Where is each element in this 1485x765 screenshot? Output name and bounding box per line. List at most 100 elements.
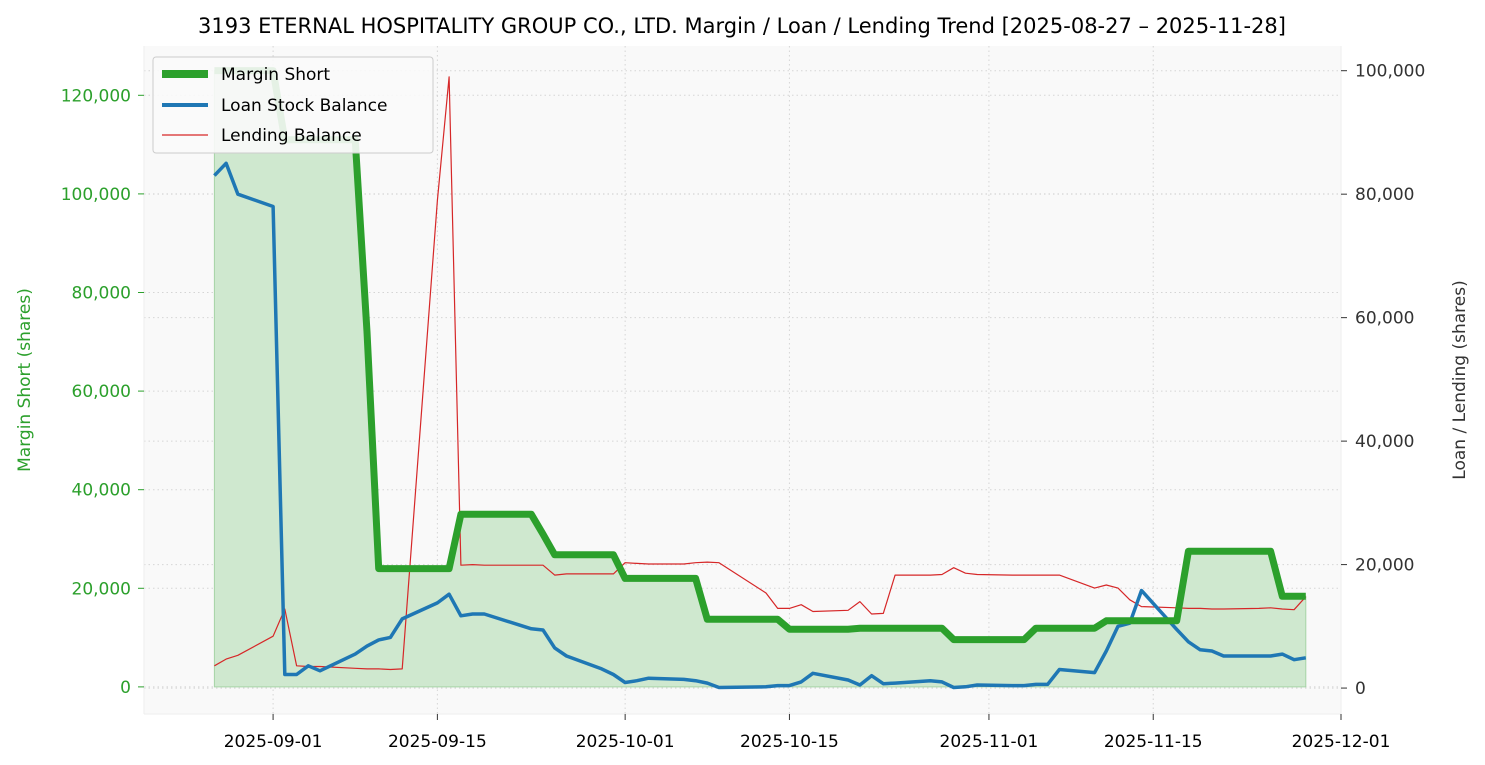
margin-short-point: [611, 553, 615, 557]
lending-balance-point: [1210, 607, 1214, 611]
margin-short-point: [1104, 619, 1108, 623]
margin-short-point: [377, 567, 381, 571]
lending-balance-point: [1280, 607, 1284, 611]
loan-stock-balance-point: [1304, 656, 1308, 660]
margin-short-point: [858, 626, 862, 630]
margin-short-point: [400, 567, 404, 571]
margin-short-point: [1292, 594, 1296, 598]
lending-balance-point: [400, 667, 404, 671]
lending-balance-point: [1292, 608, 1296, 612]
loan-stock-balance-point: [1116, 624, 1120, 628]
margin-short-point: [881, 626, 885, 630]
margin-short-point: [694, 576, 698, 580]
margin-short-point: [471, 512, 475, 516]
lending-balance-point: [1046, 573, 1050, 577]
margin-short-point: [705, 617, 709, 621]
x-tick-label: 2025-12-01: [1292, 732, 1391, 752]
x-tick-label: 2025-11-01: [940, 732, 1039, 752]
legend-box: [152, 56, 434, 154]
lending-balance-point: [553, 573, 557, 577]
lending-balance-point: [647, 562, 651, 566]
lending-balance-point: [600, 572, 604, 576]
margin-short-point: [1210, 549, 1214, 553]
lending-balance-point: [1186, 606, 1190, 610]
loan-stock-balance-point: [881, 682, 885, 686]
loan-stock-balance-point: [435, 601, 439, 605]
lending-balance-point: [717, 561, 721, 565]
x-tick-label: 2025-10-15: [740, 732, 839, 752]
margin-short-point: [682, 576, 686, 580]
y-left-tick-label: 20,000: [72, 579, 131, 599]
lending-balance-point: [858, 600, 862, 604]
lending-balance-point: [1116, 586, 1120, 590]
loan-stock-balance-point: [705, 681, 709, 685]
lending-balance-point: [881, 611, 885, 615]
loan-stock-balance-point: [1034, 682, 1038, 686]
lending-balance-point: [870, 612, 874, 616]
margin-short-point: [600, 553, 604, 557]
lending-balance-point: [952, 566, 956, 570]
margin-short-point: [647, 576, 651, 580]
lending-balance-point: [1304, 595, 1308, 599]
margin-short-point: [1269, 549, 1273, 553]
right-axis-ticks: 0 20,000 40,000 60,000 80,000 100,000: [1341, 62, 1425, 699]
lending-balance-point: [318, 665, 322, 669]
margin-short-point: [787, 627, 791, 631]
margin-short-point: [565, 553, 569, 557]
lending-balance-point: [1022, 573, 1026, 577]
loan-stock-balance-point: [400, 617, 404, 621]
loan-stock-balance-point: [365, 644, 369, 648]
loan-stock-balance-point: [799, 680, 803, 684]
margin-short-point: [1257, 549, 1261, 553]
lending-balance-point: [1057, 573, 1061, 577]
lending-balance-point: [928, 573, 932, 577]
y-left-tick-label: 0: [120, 678, 131, 698]
loan-stock-balance-point: [541, 628, 545, 632]
margin-short-point: [459, 512, 463, 516]
lending-balance-point: [1257, 606, 1261, 610]
loan-stock-balance-point: [975, 683, 979, 687]
margin-short-point: [1034, 626, 1038, 630]
legend-label-margin-short: Margin Short: [221, 65, 330, 85]
x-tick-label: 2025-11-15: [1104, 732, 1203, 752]
lending-balance-point: [799, 603, 803, 607]
lending-balance-point: [964, 571, 968, 575]
y-right-tick-label: 100,000: [1355, 62, 1425, 82]
margin-short-point: [1140, 619, 1144, 623]
left-axis-ticks: 0 20,000 40,000 60,000 80,000 100,000 120,000: [61, 86, 144, 698]
y-left-tick-label: 120,000: [61, 86, 131, 106]
margin-short-point: [1093, 626, 1097, 630]
lending-balance-point: [1034, 573, 1038, 577]
lending-balance-point: [940, 573, 944, 577]
lending-balance-point: [623, 561, 627, 565]
lending-balance-point: [236, 653, 240, 657]
lending-balance-point: [283, 607, 287, 611]
loan-stock-balance-point: [1186, 640, 1190, 644]
lending-balance-point: [377, 667, 381, 671]
margin-short-point: [799, 627, 803, 631]
loan-stock-balance-point: [1057, 668, 1061, 672]
lending-balance-point: [611, 572, 615, 576]
margin-short-point: [928, 626, 932, 630]
lending-balance-point: [529, 563, 533, 567]
margin-short-point: [893, 626, 897, 630]
legend-label-loan-stock-balance: Loan Stock Balance: [221, 96, 387, 116]
lending-balance-point: [1104, 583, 1108, 587]
lending-balance-point: [224, 657, 228, 661]
lending-balance-point: [694, 561, 698, 565]
lending-balance-point: [1128, 598, 1132, 602]
y-left-tick-label: 60,000: [72, 382, 131, 402]
lending-balance-point: [388, 668, 392, 672]
lending-balance-point: [1222, 607, 1226, 611]
margin-short-point: [518, 512, 522, 516]
lending-balance-point: [811, 610, 815, 614]
margin-short-point: [435, 567, 439, 571]
lending-balance-point: [271, 634, 275, 638]
loan-stock-balance-point: [565, 654, 569, 658]
x-tick-label: 2025-10-01: [576, 732, 675, 752]
margin-short-line: [214, 67, 1306, 644]
margin-short-point: [529, 512, 533, 516]
loan-stock-balance-point: [1269, 654, 1273, 658]
margin-short-point: [1186, 549, 1190, 553]
loan-stock-balance-point: [717, 686, 721, 690]
